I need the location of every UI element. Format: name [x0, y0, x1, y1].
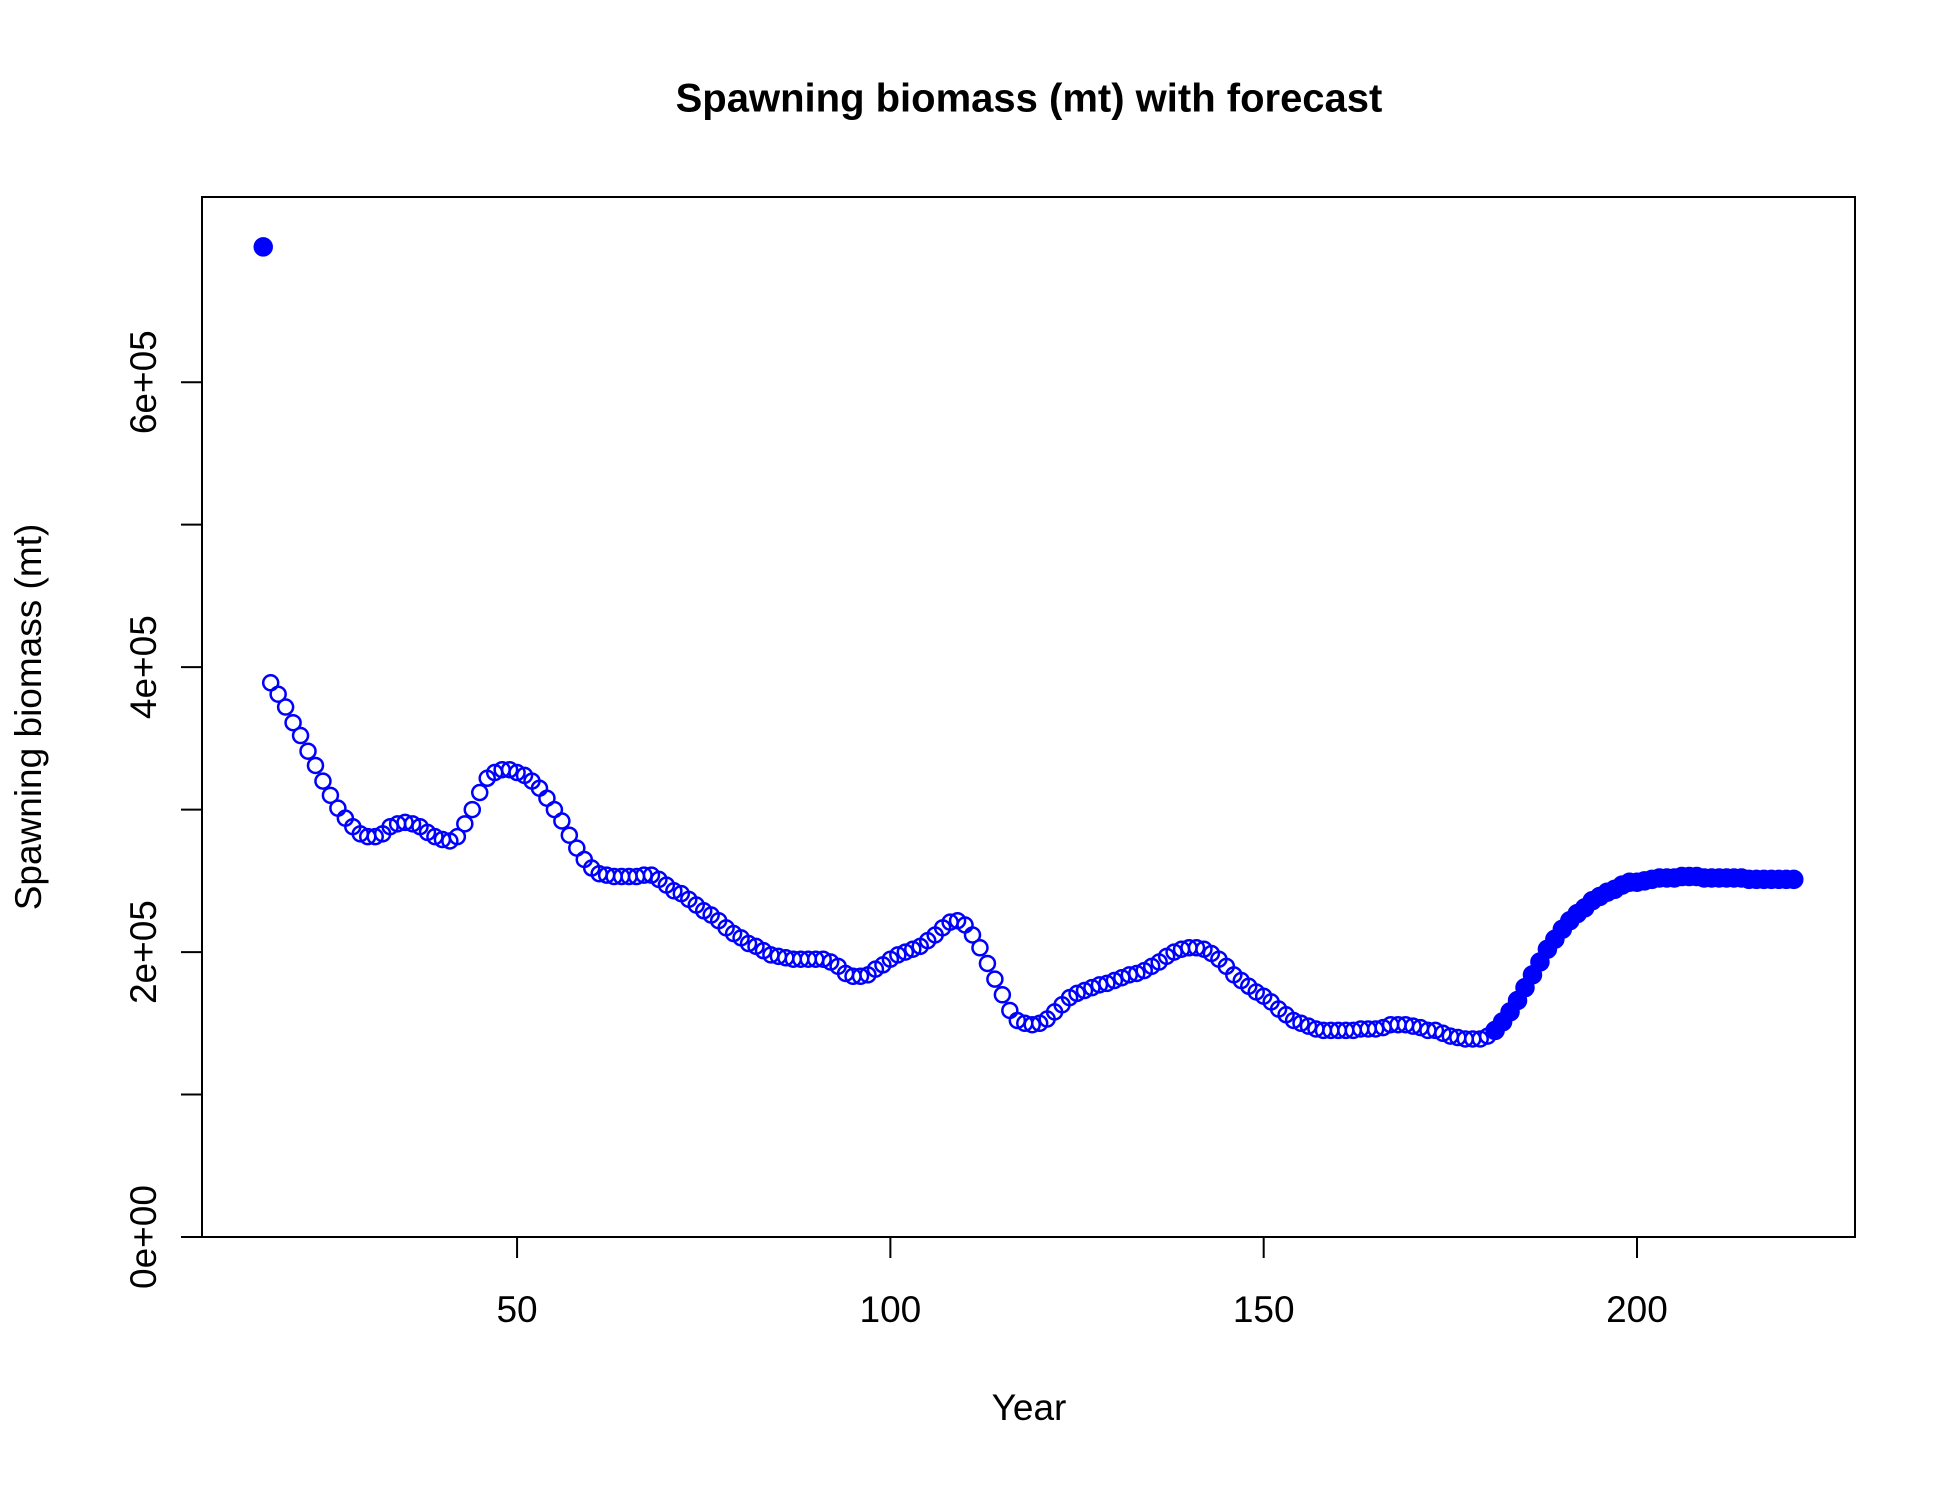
- point: [889, 946, 907, 964]
- point: [314, 772, 332, 790]
- point: [470, 783, 489, 802]
- point: [851, 967, 870, 986]
- point: [1471, 1030, 1489, 1048]
- plot-box: [201, 196, 1856, 1238]
- point: [1068, 984, 1086, 1003]
- point: [993, 986, 1012, 1004]
- point: [276, 698, 295, 716]
- point: [321, 786, 340, 805]
- point: [560, 826, 579, 844]
- point: [1292, 1014, 1310, 1033]
- point: [306, 756, 325, 775]
- y-tick-label: 6e+05: [123, 330, 164, 434]
- point: [463, 800, 482, 819]
- point: [403, 815, 422, 833]
- point: [284, 713, 302, 732]
- point: [1023, 1015, 1041, 1034]
- point: [896, 943, 915, 961]
- point: [508, 763, 526, 782]
- point: [1784, 869, 1804, 890]
- point: [553, 812, 571, 830]
- x-tick-label: 50: [496, 1289, 537, 1330]
- point: [814, 950, 832, 968]
- point: [1105, 971, 1124, 990]
- point: [1187, 939, 1206, 957]
- point: [1426, 1021, 1445, 1040]
- point: [963, 926, 982, 944]
- x-axis-label: Year: [992, 1387, 1067, 1428]
- point: [904, 940, 922, 958]
- point: [978, 954, 997, 973]
- point: [1098, 974, 1116, 993]
- point: [456, 815, 474, 833]
- point: [665, 882, 683, 900]
- point: [500, 760, 519, 779]
- y-tick-label: 2e+05: [123, 900, 164, 1004]
- chart-title: Spawning biomass (mt) with forecast: [676, 77, 1383, 121]
- y-axis-label: Spawning biomass (mt): [8, 524, 49, 911]
- point: [299, 742, 317, 760]
- x-tick-label: 150: [1233, 1289, 1295, 1330]
- y-tick-label: 0e+00: [123, 1185, 164, 1289]
- point: [448, 827, 467, 846]
- point: [739, 934, 758, 953]
- y-tick-label: 4e+05: [123, 615, 164, 719]
- point: [366, 827, 384, 846]
- point: [253, 237, 273, 257]
- x-tick-label: 200: [1606, 1289, 1668, 1330]
- x-tick-label: 100: [860, 1289, 922, 1330]
- point: [291, 726, 310, 745]
- point: [269, 685, 287, 703]
- point: [1128, 964, 1146, 983]
- point: [971, 939, 989, 957]
- point: [1284, 1011, 1303, 1030]
- point: [1075, 981, 1094, 1000]
- point: [986, 970, 1004, 988]
